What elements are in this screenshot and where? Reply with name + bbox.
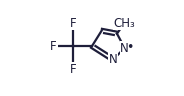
Text: N: N <box>109 53 118 66</box>
Text: N: N <box>120 41 129 55</box>
Text: F: F <box>50 40 57 53</box>
Text: F: F <box>70 17 76 30</box>
Text: CH₃: CH₃ <box>114 17 135 30</box>
Text: F: F <box>70 63 76 76</box>
Text: •: • <box>126 41 133 54</box>
